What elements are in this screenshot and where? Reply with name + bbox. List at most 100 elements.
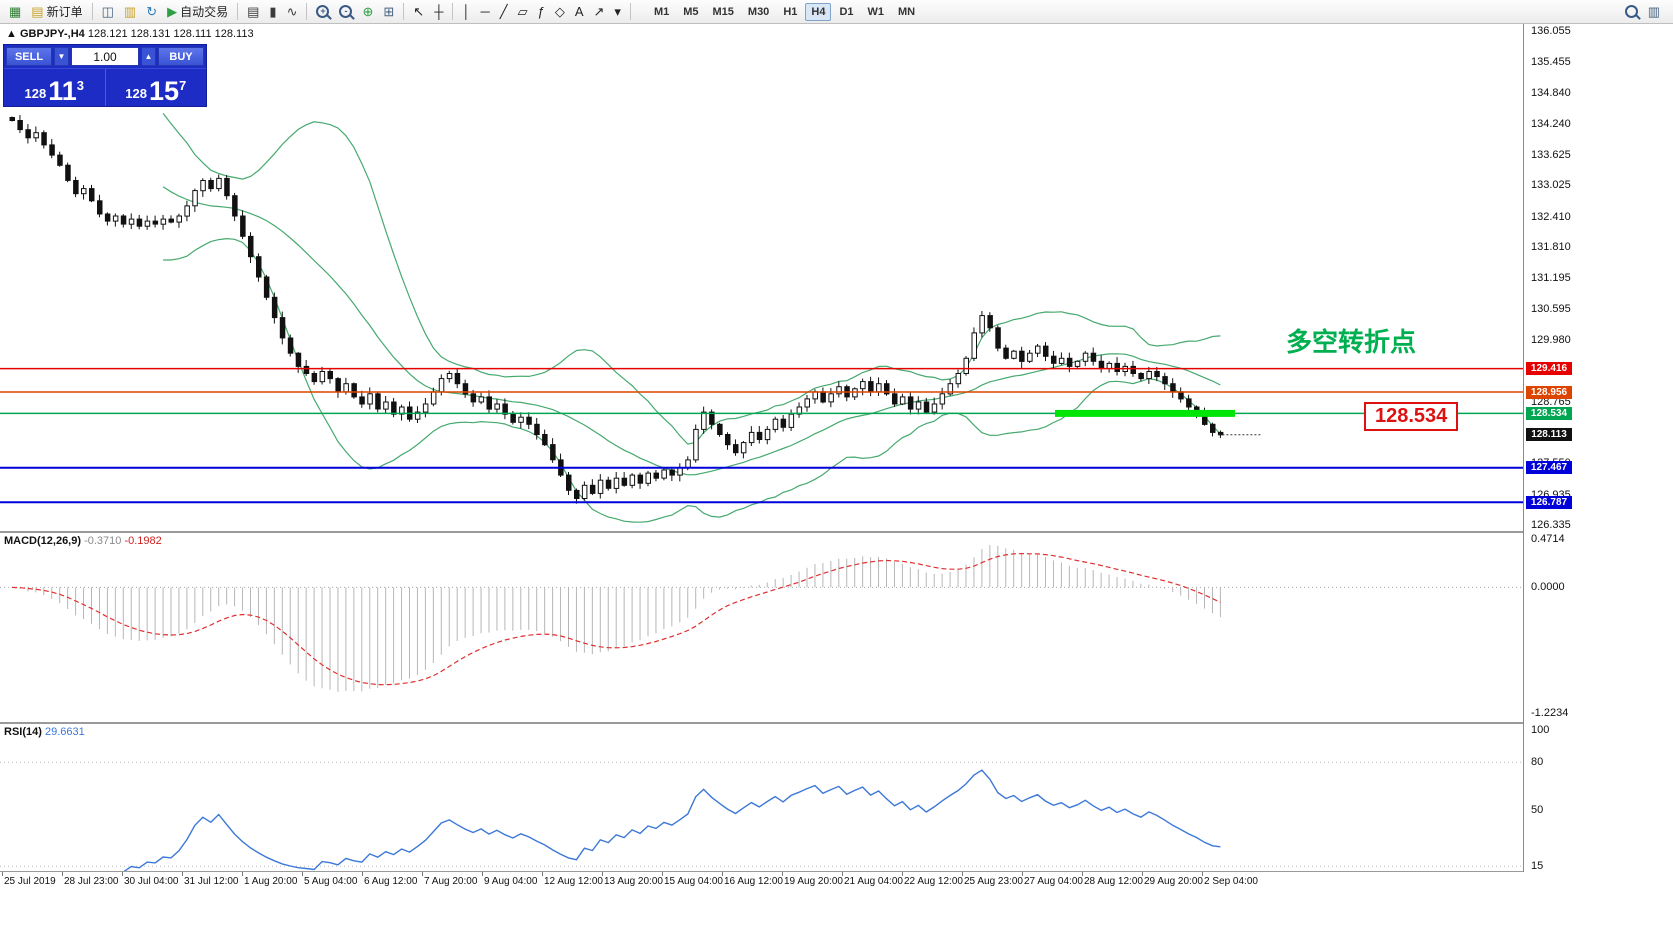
- timeframe-d1[interactable]: D1: [839, 5, 854, 18]
- toolbar-shapes[interactable]: ◇: [550, 1, 570, 23]
- time-tick: [2, 872, 3, 876]
- toolbar-profiles[interactable]: ▥: [119, 1, 141, 23]
- price-tag: 126.787: [1526, 496, 1572, 509]
- macd-canvas[interactable]: [0, 533, 1523, 722]
- toolbar-vertical-line[interactable]: │: [457, 1, 475, 23]
- time-tick: [962, 872, 963, 876]
- time-axis-label: 2 Sep 04:00: [1204, 876, 1258, 887]
- new-order-label: 新订单: [46, 5, 83, 19]
- new-chart-icon: ▦: [9, 4, 22, 19]
- timeframe-m5[interactable]: M5: [683, 5, 699, 18]
- price-axis-label: 131.810: [1531, 241, 1571, 253]
- lot-decrease-button[interactable]: ▼: [54, 47, 69, 66]
- time-axis-label: 6 Aug 12:00: [364, 876, 418, 887]
- rsi-label: RSI(14) 29.6631: [4, 726, 85, 738]
- toolbar-channel[interactable]: ▱: [513, 1, 533, 23]
- timeframe-mn[interactable]: MN: [898, 5, 916, 18]
- symbol-ohlc: 128.121 128.131 128.111 128.113: [87, 28, 254, 40]
- toolbar-refresh[interactable]: ↻: [141, 1, 162, 23]
- timeframe-m15[interactable]: M15: [712, 5, 734, 18]
- timeframe-m30[interactable]: M30: [747, 5, 770, 18]
- chart-list-icon: ▥: [1647, 4, 1660, 19]
- time-axis-label: 25 Aug 23:00: [964, 876, 1023, 887]
- sell-button[interactable]: SELL: [6, 47, 52, 66]
- toolbar-bar-chart[interactable]: ▤: [242, 1, 264, 23]
- toolbar-indicators[interactable]: ⊕: [357, 1, 378, 23]
- time-axis-label: 5 Aug 04:00: [304, 876, 358, 887]
- toolbar-more-tools[interactable]: ▾: [609, 1, 626, 23]
- pane-separator[interactable]: [0, 722, 1673, 724]
- time-tick: [122, 872, 123, 876]
- time-tick: [782, 872, 783, 876]
- horizontal-levels[interactable]: [0, 367, 1523, 504]
- toolbar-zoom-out[interactable]: -: [334, 1, 357, 23]
- time-axis[interactable]: 25 Jul 2019 28 Jul 23:00 30 Jul 04:00 31 Ju…: [0, 872, 1523, 890]
- macd-pane[interactable]: MACD(12,26,9) -0.3710 -0.1982: [0, 533, 1523, 722]
- toolbar-fibonacci[interactable]: ƒ: [533, 1, 550, 23]
- toolbar-cursor[interactable]: ↖: [408, 1, 429, 23]
- toolbar-charts[interactable]: ◫: [97, 1, 119, 23]
- time-axis-label: 30 Jul 04:00: [124, 876, 179, 887]
- sell-price-point: 3: [76, 78, 84, 93]
- autotrading-label: 自动交易: [180, 5, 229, 19]
- toolbar-separator: [629, 3, 631, 20]
- rsi-canvas[interactable]: [0, 724, 1523, 871]
- rsi-value: 29.6631: [44, 726, 85, 738]
- time-tick: [422, 872, 423, 876]
- toolbar-search[interactable]: [1620, 1, 1643, 23]
- chinese-annotation-text[interactable]: 多空转折点: [1286, 327, 1417, 357]
- fibonacci-icon: ƒ: [537, 4, 545, 19]
- buy-button[interactable]: BUY: [158, 47, 204, 66]
- toolbar-new-order[interactable]: ▤ 新订单: [26, 1, 87, 23]
- time-axis-label: 12 Aug 12:00: [544, 876, 603, 887]
- toolbar-zoom-in[interactable]: +: [311, 1, 334, 23]
- crosshair-icon: ┼: [434, 4, 444, 19]
- lot-size-input[interactable]: 1.00: [71, 47, 139, 66]
- toolbar-text-label[interactable]: A: [570, 1, 589, 23]
- timeframe-h1[interactable]: H1: [783, 5, 798, 18]
- price-tag: 129.416: [1526, 362, 1572, 375]
- time-axis-label: 15 Aug 04:00: [664, 876, 723, 887]
- time-tick: [602, 872, 603, 876]
- pane-separator[interactable]: [0, 531, 1673, 533]
- toolbar-crosshair[interactable]: ┼: [429, 1, 448, 23]
- price-callout-box[interactable]: 128.534: [1364, 402, 1459, 431]
- time-tick: [1022, 872, 1023, 876]
- channel-icon: ▱: [517, 4, 528, 19]
- toolbar-new-chart[interactable]: ▦: [4, 1, 26, 23]
- toolbar-candlestick-chart[interactable]: ▮: [264, 1, 281, 23]
- symbol-label: ▲ GBPJPY-,H4 128.121 128.131 128.111 128…: [6, 28, 254, 40]
- highlight-zone[interactable]: [1055, 409, 1235, 417]
- indicators-icon: ⊕: [362, 4, 374, 19]
- buy-price[interactable]: 128 15 7: [106, 69, 207, 106]
- lot-increase-button[interactable]: ▲: [141, 47, 156, 66]
- price-axis-label: 130.595: [1531, 303, 1571, 315]
- toolbar-line-chart[interactable]: ∿: [282, 1, 303, 23]
- price-axis[interactable]: 136.055 135.455 134.840 134.240 133.625 133.0…: [1523, 24, 1673, 872]
- main-chart-pane[interactable]: ▲ GBPJPY-,H4 128.121 128.131 128.111 128…: [0, 24, 1523, 531]
- toolbar-trendline[interactable]: ╱: [495, 1, 513, 23]
- bollinger-bands: [162, 113, 1221, 523]
- price-tag: 127.467: [1526, 461, 1572, 474]
- toolbar-horizontal-line[interactable]: ─: [476, 1, 495, 23]
- timeframe-m1[interactable]: M1: [653, 5, 670, 18]
- arrow-tools-icon: ↗: [593, 4, 605, 19]
- toolbar-autotrading[interactable]: ▶ 自动交易: [162, 1, 233, 23]
- timeframe-w1[interactable]: W1: [867, 5, 885, 18]
- time-axis-label: 25 Jul 2019: [4, 876, 56, 887]
- time-axis-label: 31 Jul 12:00: [184, 876, 239, 887]
- price-tag: 128.956: [1526, 386, 1572, 399]
- toolbar-separator: [306, 3, 308, 20]
- toolbar-arrow-tools[interactable]: ↗: [589, 1, 610, 23]
- macd-label: MACD(12,26,9) -0.3710 -0.1982: [4, 535, 162, 547]
- toolbar-right-group: ▥: [1620, 1, 1665, 23]
- sell-price[interactable]: 128 11 3: [4, 69, 106, 106]
- main-chart-canvas[interactable]: [0, 24, 1523, 531]
- toolbar-tile-windows[interactable]: ⊞: [378, 1, 399, 23]
- timeframe-h4[interactable]: H4: [805, 2, 832, 21]
- time-tick: [1202, 872, 1203, 876]
- price-axis-label: 136.055: [1531, 25, 1571, 37]
- time-tick: [302, 872, 303, 876]
- rsi-pane[interactable]: RSI(14) 29.6631: [0, 724, 1523, 871]
- toolbar-chart-list[interactable]: ▥: [1643, 1, 1665, 23]
